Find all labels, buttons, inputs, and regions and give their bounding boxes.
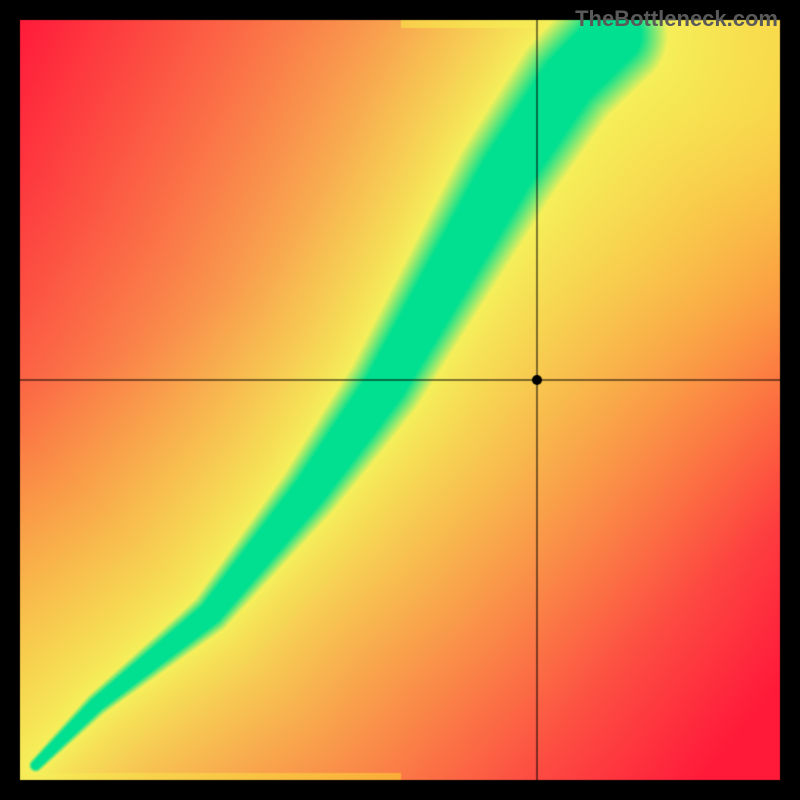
chart-container: TheBottleneck.com: [0, 0, 800, 800]
heatmap-canvas: [0, 0, 800, 800]
watermark-text: TheBottleneck.com: [575, 6, 778, 32]
